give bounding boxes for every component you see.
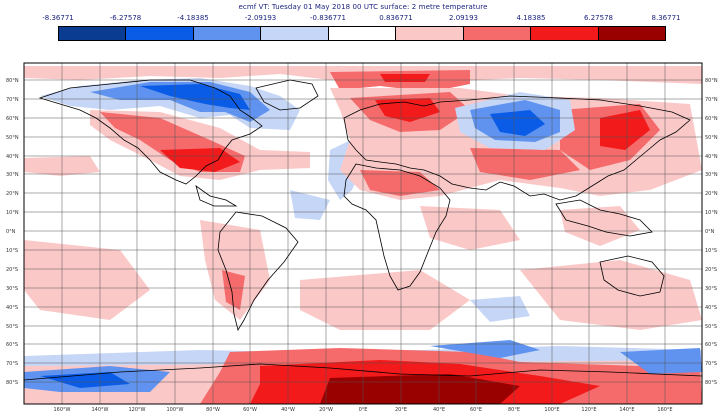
lat-tick-label: 20°S [6,267,18,273]
colorbar-swatch [463,27,532,40]
lon-tick-label: 40°E [433,407,445,413]
lat-tick-label: 30°S [705,286,717,292]
anomaly-warm-mid [360,170,440,196]
colorbar-label: -2.09193 [244,14,277,22]
lat-tick-label: 70°S [705,361,717,367]
lat-tick-label: 20°S [705,267,717,273]
colorbar-label: -8.36771 [42,14,74,22]
lat-tick-label: 20°N [6,191,19,197]
lat-tick-label: 60°N [6,116,19,122]
lat-axis-right: 80°N 70°N 60°N 50°N 40°N 30°N 20°N 10°N … [705,78,718,386]
colorbar-swatch [193,27,262,40]
lon-tick-label: 40°W [281,407,295,413]
lat-tick-label: 50°S [705,324,717,330]
map-graticule [24,63,702,404]
anomaly-warm-strong [600,110,650,150]
lat-tick-label: 50°N [6,135,19,141]
anomaly-cold-strong [40,372,130,388]
lat-tick-label: 10°N [705,210,718,216]
colorbar-label: 8.36771 [651,14,681,22]
anomaly-warm-strong [160,148,240,172]
lon-tick-label: 120°W [129,407,146,413]
colorbar-labels: -8.36771 -6.27578 -4.18385 -2.09193 -0.8… [0,14,726,24]
colorbar-swatch [328,27,397,40]
lat-tick-label: 40°N [6,154,19,160]
anomaly-warm-light [24,240,150,320]
lat-tick-label: 30°N [705,172,718,178]
anomaly-warm-light [560,206,640,246]
anomaly-warm-light [300,270,470,330]
lon-tick-label: 80°W [206,407,220,413]
lat-tick-label: 20°N [705,191,718,197]
colorbar-swatch [531,27,599,40]
colorbar-swatch [261,27,329,40]
lon-tick-label: 60°E [470,407,482,413]
lon-tick-label: 140°E [619,407,634,413]
colorbar-label: 4.18385 [516,14,546,22]
lat-tick-label: 80°N [705,78,718,84]
lat-tick-label: 10°S [6,248,18,254]
lat-tick-label: 40°S [6,305,18,311]
lat-tick-label: 10°N [6,210,19,216]
lat-tick-label: 40°S [705,305,717,311]
lon-tick-label: 100°E [544,407,559,413]
colorbar-swatch [598,27,665,40]
lat-tick-label: 80°S [705,380,717,386]
lon-tick-label: 60°W [243,407,257,413]
lat-tick-label: 50°N [705,135,718,141]
lon-tick-label: 80°E [508,407,520,413]
lon-axis-bottom: 160°W 140°W 120°W 100°W 80°W 60°W 40°W 2… [54,407,673,413]
anomaly-warm-strong [375,98,440,122]
lat-tick-label: 0°N [705,229,715,235]
lat-tick-label: 0°N [6,229,16,235]
anomaly-cold-light [290,190,330,220]
chart-title: ecmf VT: Tuesday 01 May 2018 00 UTC surf… [238,3,488,11]
lat-tick-label: 40°N [705,154,718,160]
colorbar-label: -0.836771 [310,14,346,22]
lat-tick-label: 80°S [6,380,18,386]
anomaly-cold-mid [620,348,702,374]
lat-tick-label: 30°S [6,286,18,292]
colorbar-label: 2.09193 [449,14,478,22]
colorbar-label: 0.836771 [379,14,413,22]
colorbar-swatch [126,27,194,40]
lon-tick-label: 160°E [657,407,672,413]
lat-tick-label: 10°S [705,248,717,254]
lat-tick-label: 80°N [6,78,19,84]
lon-tick-label: 20°W [319,407,333,413]
lat-tick-label: 70°N [6,97,19,103]
colorbar-label: 6.27578 [584,14,613,22]
lat-tick-label: 60°S [6,342,18,348]
colorbar-swatch [396,27,464,40]
anomaly-cold-strong [140,84,250,110]
lat-tick-label: 70°S [6,361,18,367]
lat-tick-label: 60°S [705,342,717,348]
coastlines [23,79,703,381]
lon-tick-label: 100°W [167,407,184,413]
anomaly-warm-extreme [320,374,520,404]
colorbar-swatch [59,27,127,40]
anomaly-warm-light [520,260,702,330]
lat-tick-label: 50°S [6,324,18,330]
lat-axis-left: 80°N 70°N 60°N 50°N 40°N 30°N 20°N 10°N … [6,78,19,386]
colorbar-label: -4.18385 [177,14,209,22]
lon-tick-label: 160°W [54,407,71,413]
lon-tick-label: 120°E [581,407,596,413]
lat-tick-label: 30°N [6,172,19,178]
anomaly-warm-mid [222,270,245,310]
colorbar [58,26,666,41]
colorbar-label: -6.27578 [109,14,142,22]
anomaly-cold-strong [490,110,545,136]
anomaly-warm-light [200,220,270,320]
lat-tick-label: 60°N [705,116,718,122]
lat-tick-label: 70°N [705,97,718,103]
anomaly-warm-strong [380,74,430,82]
anomaly-cold-light [470,296,530,322]
anomaly-cold-mid [430,340,540,358]
map-frame [23,62,703,405]
lon-tick-label: 20°E [395,407,407,413]
lon-tick-label: 140°W [92,407,109,413]
lon-tick-label: 0°E [359,407,368,413]
